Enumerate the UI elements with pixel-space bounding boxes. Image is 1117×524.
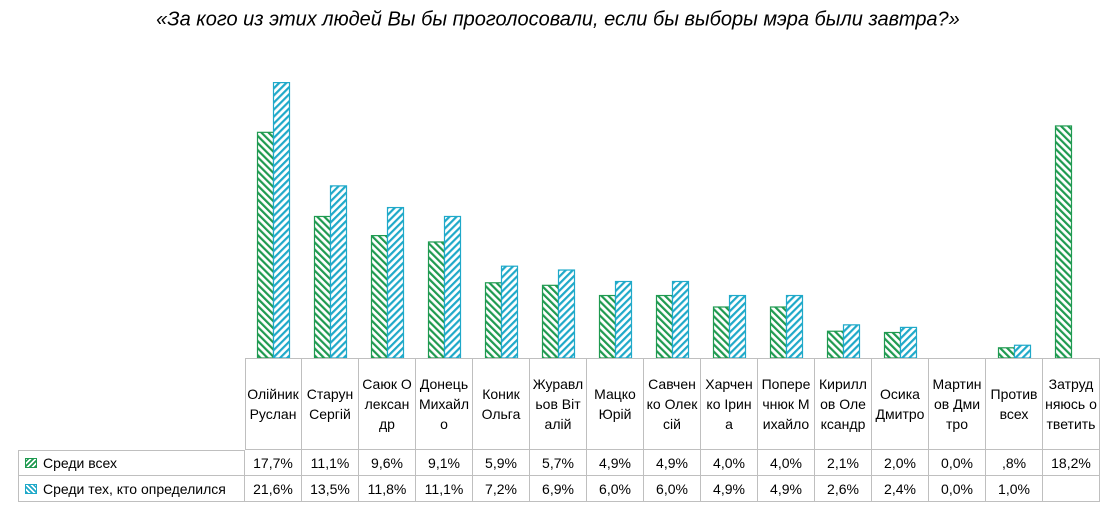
table-border	[245, 358, 246, 450]
data-table-value: 2,4%	[872, 476, 929, 502]
data-table-value: 21,6%	[245, 476, 302, 502]
data-table-value: 7,2%	[473, 476, 530, 502]
data-table-value: 2,6%	[815, 476, 872, 502]
legend-label: Среди всех	[43, 455, 118, 471]
legend-label: Среди тех, кто определился	[43, 480, 226, 497]
x-tick-label: Старун Сергій	[302, 358, 359, 450]
data-table-value: 9,6%	[359, 450, 416, 476]
bar	[899, 326, 918, 359]
x-tick-label: Затрудняюсь ответить	[1043, 358, 1100, 450]
bar	[272, 81, 291, 359]
data-table-value	[1043, 476, 1100, 502]
x-tick-label: Харченко Ірина	[701, 358, 758, 450]
bar	[370, 235, 389, 359]
data-table-value: 4,9%	[758, 476, 815, 502]
legend-key	[25, 483, 37, 494]
x-tick-label: Савченко Олексій	[644, 358, 701, 450]
bar	[769, 306, 788, 359]
x-tick-label: Против всех	[986, 358, 1043, 450]
data-table-value: 2,1%	[815, 450, 872, 476]
legend-entry: Среди всех	[18, 450, 245, 476]
x-tick-label: Журавльов Віталій	[530, 358, 587, 450]
data-table-value: 6,9%	[530, 476, 587, 502]
data-table-value: 13,5%	[302, 476, 359, 502]
data-table-value: 17,7%	[245, 450, 302, 476]
bar	[484, 282, 503, 359]
data-table-value: 4,9%	[701, 476, 758, 502]
bar	[1054, 125, 1073, 359]
bar	[329, 185, 348, 359]
data-table-value: 11,1%	[416, 476, 473, 502]
data-table-value: 6,0%	[587, 476, 644, 502]
data-table-value: ,8%	[986, 450, 1043, 476]
data-table-value: 11,8%	[359, 476, 416, 502]
data-table-value: 11,1%	[302, 450, 359, 476]
bar	[826, 330, 845, 359]
data-table-value: 4,0%	[701, 450, 758, 476]
bar	[728, 294, 747, 359]
x-tick-label: Осика Дмитро	[872, 358, 929, 450]
bar	[785, 294, 804, 359]
bar	[671, 280, 690, 359]
x-tick-label: Поперечнюк Михайло	[758, 358, 815, 450]
data-table-value: 6,0%	[644, 476, 701, 502]
data-table-value: 1,0%	[986, 476, 1043, 502]
data-table-value: 5,9%	[473, 450, 530, 476]
data-table-value: 2,0%	[872, 450, 929, 476]
x-tick-label: Мацко Юрій	[587, 358, 644, 450]
x-tick-label: Донець Михайло	[416, 358, 473, 450]
legend-entry: Среди тех, кто определился	[18, 476, 245, 502]
data-table-value: 4,9%	[587, 450, 644, 476]
bar	[997, 347, 1016, 359]
bar	[541, 284, 560, 359]
bar	[598, 294, 617, 359]
data-table-value: 0,0%	[929, 476, 986, 502]
bar	[443, 215, 462, 359]
data-table-value: 4,0%	[758, 450, 815, 476]
x-tick-label: Олійник Руслан	[245, 358, 302, 450]
bar	[883, 331, 902, 359]
bar	[427, 241, 446, 359]
x-tick-label: Кириллов Олександр	[815, 358, 872, 450]
x-tick-label: Коник Ольга	[473, 358, 530, 450]
bar	[557, 269, 576, 359]
bar	[1013, 344, 1032, 359]
data-table-value: 18,2%	[1043, 450, 1100, 476]
bar	[500, 265, 519, 359]
bar	[256, 131, 275, 359]
x-tick-label: Мартинов Дмитро	[929, 358, 986, 450]
data-table-value: 0,0%	[929, 450, 986, 476]
bar	[655, 294, 674, 359]
bar	[313, 215, 332, 359]
legend-key	[25, 458, 37, 468]
bar	[614, 280, 633, 359]
data-table-value: 5,7%	[530, 450, 587, 476]
chart-title: «За кого из этих людей Вы бы проголосова…	[156, 8, 960, 30]
data-table-value: 4,9%	[644, 450, 701, 476]
bar	[842, 324, 861, 359]
x-tick-label: Саюк Олександр	[359, 358, 416, 450]
data-table-value: 9,1%	[416, 450, 473, 476]
bar	[386, 206, 405, 359]
bar	[712, 306, 731, 359]
